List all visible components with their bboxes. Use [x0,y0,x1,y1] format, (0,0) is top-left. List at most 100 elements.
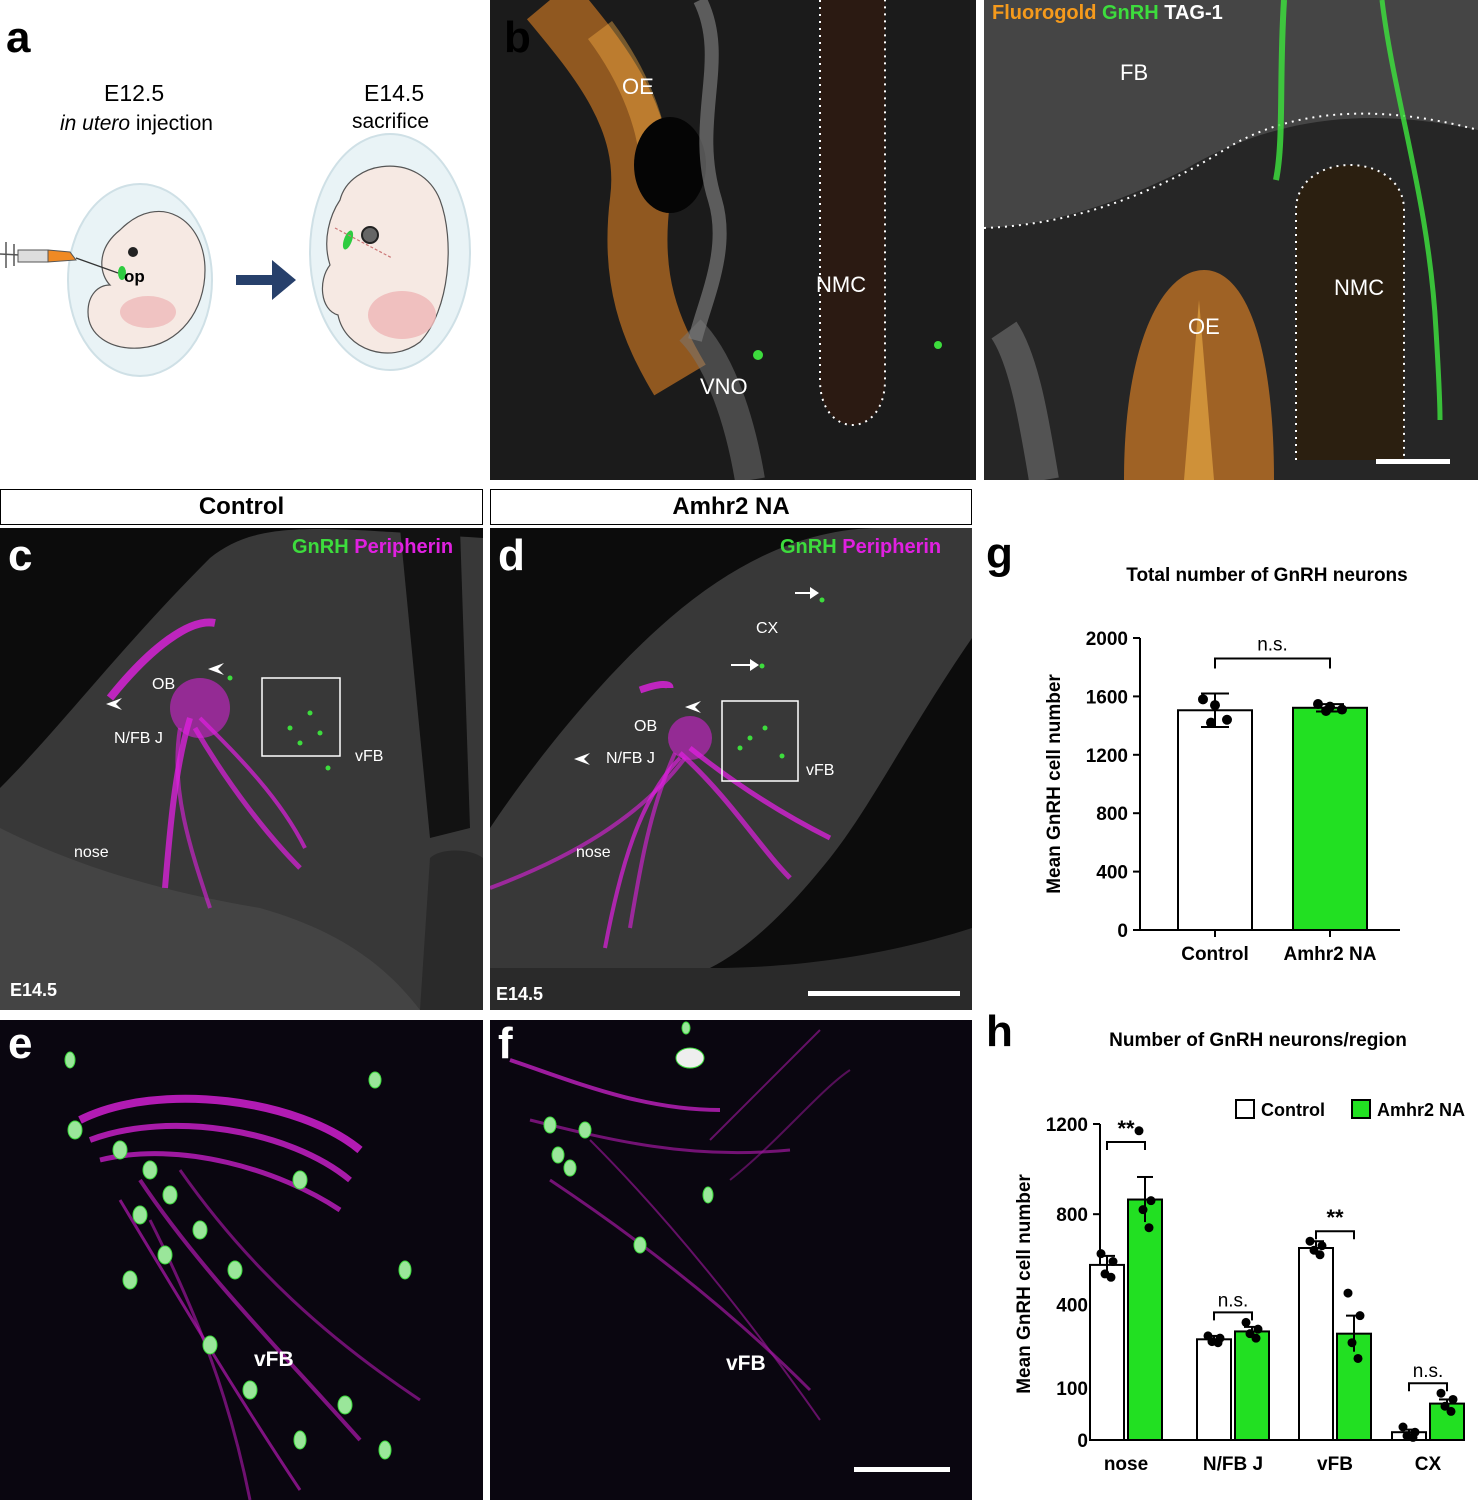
panel-e-image: e vFB [0,1020,483,1500]
panel-f-image: f vFB [490,1020,972,1500]
panel-b-left-drawing [490,0,976,480]
y-tick-label: 800 [1096,804,1128,825]
nfbj-label-d: N/FB J [606,750,655,767]
arrow-icon-d2 [731,659,759,671]
data-point [1108,1257,1118,1267]
panel-a: a E12.5 in utero injection E14.5 sacrifi… [0,0,486,480]
scale-bar-d [808,991,960,996]
gnrh-text-d: GnRH [780,536,837,558]
chart-g: Total number of GnRH neurons Mean GnRH ce… [1044,565,1408,965]
data-point [1305,1236,1315,1246]
data-point [1446,1406,1456,1416]
data-point [1398,1422,1408,1432]
data-point [1253,1324,1263,1334]
bar-1 [1292,706,1368,931]
panel-d-drawing [490,528,972,1010]
right-stage-sub: sacrifice [352,110,430,133]
panel-letter-d: d [498,531,525,580]
data-point [1144,1223,1154,1233]
data-point [1096,1249,1106,1259]
significance-label: ** [1117,1116,1135,1141]
data-point [1134,1126,1144,1136]
panel-letter-a: a [6,13,31,62]
ob-label-d: OB [634,718,658,735]
panel-letter-e: e [8,1020,33,1068]
injection-text: injection [130,112,213,135]
x-tick-label: Amhr2 NA [1284,944,1377,965]
panel-b-left-image: b OE NMC VNO [490,0,976,480]
data-point [1138,1205,1148,1215]
bar-control [1298,1247,1334,1441]
data-point [1440,1401,1450,1411]
significance-bracket [1315,1230,1355,1240]
x-tick-label: Control [1181,944,1249,965]
y-tick-label: 400 [1096,863,1128,884]
data-point [1317,1241,1327,1251]
data-point [1321,706,1331,716]
panel-c-image: c GnRH Peripherin OB N/FB J vFB nose E14… [0,528,483,1010]
ob-label-c: OB [152,676,176,693]
data-point [1213,1338,1223,1348]
significance-label: n.s. [1413,1361,1444,1382]
nfbj-label-c: N/FB J [114,730,163,747]
panel-f-drawing [490,1020,972,1500]
left-stage-label: E12.5 [104,80,165,106]
nmc-label-left: NMC [816,272,867,297]
vfb-label-e: vFB [254,1348,294,1371]
scale-bar-b [1376,459,1450,464]
embryo-schematic: op [0,133,471,377]
data-point [1313,698,1323,709]
y-tick-label: 2000 [1086,629,1128,650]
data-point [1343,1288,1353,1298]
peripherin-text-d: Peripherin [842,536,942,558]
vfb-label-c: vFB [355,748,384,765]
y-tick-label: 0 [1077,1431,1088,1452]
significance-label: ** [1326,1205,1344,1230]
y-tick-label: 0 [1117,921,1128,942]
oe-label-left: OE [622,74,654,99]
y-tick-label: 100 [1056,1379,1088,1400]
arrow-icon-d1 [795,587,819,599]
op-label: op [124,267,145,286]
y-tick-label: 1200 [1086,746,1128,767]
nose-label-c: nose [74,844,109,861]
chart-title: Total number of GnRH neurons [1126,565,1407,586]
data-point [1198,694,1208,705]
panel-letter-f: f [498,1020,513,1068]
data-point [1241,1317,1251,1327]
data-point [1210,700,1220,711]
significance-bracket [1213,1311,1253,1321]
gnrh-text-c: GnRH [292,536,349,558]
cx-label-d: CX [756,620,779,637]
panel-letter-c: c [8,531,33,580]
stain-legend-d: GnRH Peripherin [780,536,941,559]
panel-c-drawing [0,528,483,1010]
x-tick-label: nose [1104,1454,1148,1475]
tag1-text: TAG-1 [1164,2,1223,24]
age-label-d: E14.5 [496,984,544,1004]
data-point [1206,717,1216,728]
panel-e-drawing [0,1020,483,1500]
fb-label: FB [1120,60,1149,85]
y-tick-label: 1200 [1046,1115,1088,1136]
age-label-c: E14.5 [10,980,58,1000]
chart-h: Number of GnRH neurons/region Mean GnRH c… [1014,1030,1465,1475]
data-point [1408,1432,1418,1442]
peripherin-text-c: Peripherin [354,536,454,558]
panel-letter-h: h [986,1007,1013,1056]
legend-label: Control [1261,1100,1325,1120]
stain-legend-b: Fluorogold GnRH TAG-1 [992,2,1223,25]
legend-swatch [1351,1099,1371,1119]
bar-amhr2-na [1234,1330,1270,1441]
scale-bar-f [854,1467,950,1472]
significance-bracket [1408,1382,1448,1392]
x-tick-label: CX [1415,1454,1442,1475]
bar-control [1089,1263,1125,1441]
arrowhead-icon-d2 [574,753,590,765]
data-point [1106,1272,1116,1282]
legend-swatch [1235,1099,1255,1119]
data-point [1448,1394,1458,1404]
arrow-icon [236,260,296,300]
data-point [1436,1388,1446,1398]
panel-letter-g: g [986,529,1013,578]
